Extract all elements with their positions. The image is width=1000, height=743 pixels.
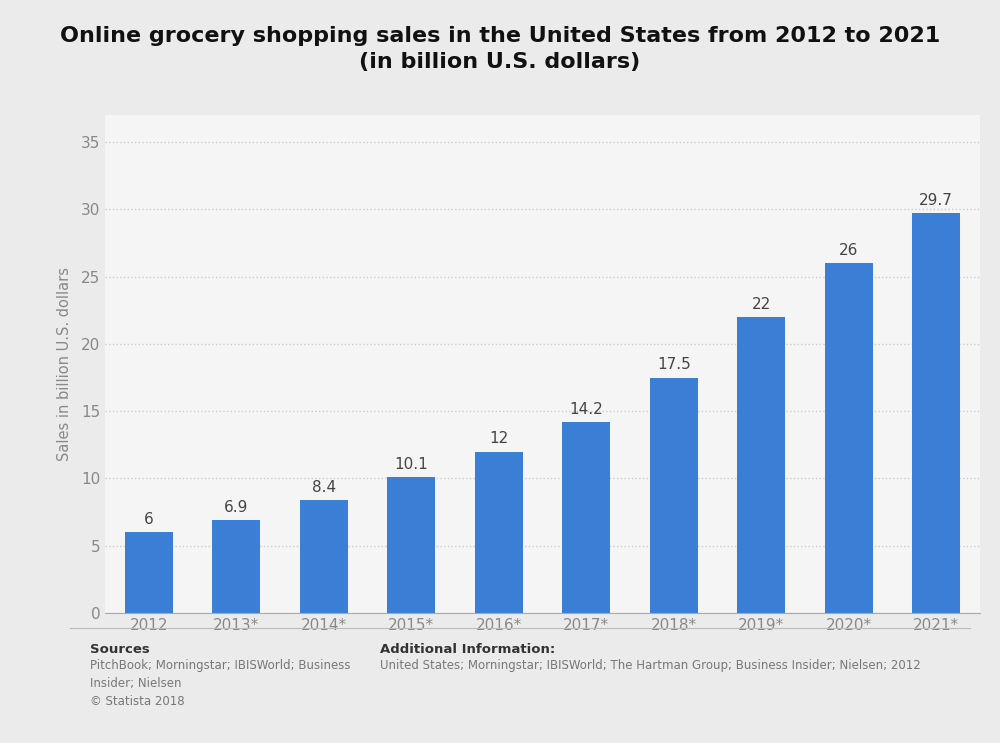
Text: 6: 6 bbox=[144, 512, 154, 527]
Bar bbox=[455, 115, 542, 613]
Bar bbox=[630, 115, 718, 613]
Text: 14.2: 14.2 bbox=[569, 401, 603, 417]
Text: United States; Morningstar; IBISWorld; The Hartman Group; Business Insider; Niel: United States; Morningstar; IBISWorld; T… bbox=[380, 659, 921, 672]
Bar bbox=[718, 115, 805, 613]
Bar bbox=[280, 115, 368, 613]
Text: PitchBook; Morningstar; IBISWorld; Business
Insider; Nielsen
© Statista 2018: PitchBook; Morningstar; IBISWorld; Busin… bbox=[90, 659, 351, 708]
Bar bbox=[650, 377, 698, 613]
Text: 17.5: 17.5 bbox=[657, 357, 691, 372]
Text: 22: 22 bbox=[752, 296, 771, 311]
Text: Sources: Sources bbox=[90, 643, 150, 655]
Bar bbox=[300, 500, 348, 613]
Bar bbox=[125, 532, 173, 613]
Bar bbox=[737, 317, 785, 613]
Text: 26: 26 bbox=[839, 243, 858, 258]
Text: Online grocery shopping sales in the United States from 2012 to 2021
(in billion: Online grocery shopping sales in the Uni… bbox=[60, 26, 940, 72]
Bar bbox=[475, 452, 523, 613]
Bar bbox=[368, 115, 455, 613]
Bar bbox=[825, 263, 873, 613]
Bar bbox=[212, 520, 260, 613]
Text: 6.9: 6.9 bbox=[224, 500, 248, 515]
Bar bbox=[562, 422, 610, 613]
Bar bbox=[893, 115, 980, 613]
Text: 29.7: 29.7 bbox=[919, 193, 953, 208]
Text: Additional Information:: Additional Information: bbox=[380, 643, 555, 655]
Bar bbox=[805, 115, 893, 613]
Y-axis label: Sales in billion U.S. dollars: Sales in billion U.S. dollars bbox=[57, 267, 72, 461]
Bar bbox=[542, 115, 630, 613]
Bar bbox=[192, 115, 280, 613]
Bar bbox=[387, 477, 435, 613]
Text: 10.1: 10.1 bbox=[394, 457, 428, 472]
Bar bbox=[105, 115, 192, 613]
Bar bbox=[912, 213, 960, 613]
Text: 8.4: 8.4 bbox=[312, 479, 336, 495]
Text: 12: 12 bbox=[489, 431, 508, 446]
